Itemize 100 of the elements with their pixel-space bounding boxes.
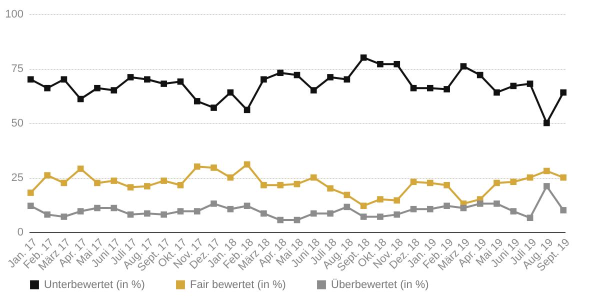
point — [360, 214, 367, 220]
point — [394, 211, 400, 218]
point — [327, 74, 334, 80]
point — [194, 98, 200, 104]
point — [94, 84, 100, 92]
point — [227, 89, 234, 96]
point — [377, 60, 384, 68]
point — [294, 216, 300, 224]
point — [227, 206, 234, 212]
point — [310, 174, 317, 181]
point — [410, 84, 417, 92]
point — [160, 178, 167, 184]
y-tick-label: 25 — [11, 172, 24, 184]
point — [494, 200, 500, 207]
point — [60, 180, 68, 186]
point — [60, 214, 68, 220]
point — [560, 89, 566, 96]
y-tick-label: 0 — [17, 226, 24, 238]
point — [144, 183, 150, 190]
point — [427, 206, 434, 212]
point — [444, 86, 450, 92]
point — [344, 204, 350, 210]
legend-label: Überbewertet (in %) — [331, 278, 429, 291]
point — [260, 210, 267, 217]
point — [77, 166, 84, 172]
point — [160, 80, 167, 87]
point — [476, 72, 484, 78]
point — [77, 96, 84, 102]
point — [327, 185, 334, 192]
point — [28, 76, 34, 83]
point — [476, 200, 484, 207]
point — [44, 84, 50, 92]
point — [344, 76, 350, 83]
legend-label: Fair bewertet (in %) — [190, 278, 286, 291]
point — [194, 163, 200, 170]
point — [410, 206, 417, 212]
point — [177, 182, 184, 188]
point — [194, 208, 200, 214]
point — [210, 200, 217, 207]
point — [560, 207, 566, 214]
point — [310, 210, 317, 217]
y-tick-label: 50 — [11, 118, 24, 130]
point — [394, 197, 400, 204]
point — [360, 54, 367, 61]
point — [210, 104, 217, 111]
point — [460, 63, 467, 70]
point — [144, 76, 150, 83]
point — [127, 211, 134, 218]
point — [427, 180, 434, 186]
point — [277, 182, 284, 188]
point — [44, 172, 50, 178]
point — [244, 202, 250, 210]
y-tick-label: 100 — [5, 8, 24, 20]
point — [526, 214, 534, 221]
point — [294, 72, 300, 78]
point — [360, 202, 367, 210]
point — [260, 76, 267, 83]
point — [277, 216, 284, 224]
point — [327, 210, 334, 217]
point — [77, 208, 84, 214]
point — [127, 184, 134, 190]
point — [60, 76, 68, 83]
point — [177, 208, 184, 214]
point — [510, 82, 517, 90]
point — [110, 204, 118, 212]
point — [294, 180, 300, 188]
point — [560, 174, 566, 181]
point — [94, 180, 100, 186]
point — [177, 78, 184, 85]
point — [210, 164, 217, 171]
point — [94, 204, 100, 212]
point — [510, 178, 517, 186]
point — [160, 211, 167, 218]
point — [494, 180, 500, 186]
point — [277, 70, 284, 76]
point — [526, 174, 534, 181]
point — [310, 87, 317, 94]
point — [260, 182, 267, 188]
point — [544, 168, 550, 174]
point — [460, 204, 467, 212]
point — [410, 178, 417, 186]
point — [28, 190, 34, 196]
point — [444, 182, 450, 188]
point — [494, 89, 500, 96]
point — [28, 202, 34, 210]
y-tick-label: 75 — [11, 63, 24, 75]
point — [127, 74, 134, 80]
point — [510, 208, 517, 214]
point — [544, 120, 550, 126]
point — [344, 192, 350, 198]
point — [44, 211, 50, 218]
point — [394, 60, 400, 68]
point — [244, 106, 250, 114]
point — [544, 183, 550, 190]
point — [110, 178, 118, 184]
legend-label: Unterbewertet (in %) — [44, 278, 145, 291]
point — [227, 174, 234, 181]
point — [377, 214, 384, 220]
point — [110, 87, 118, 94]
point — [427, 84, 434, 92]
